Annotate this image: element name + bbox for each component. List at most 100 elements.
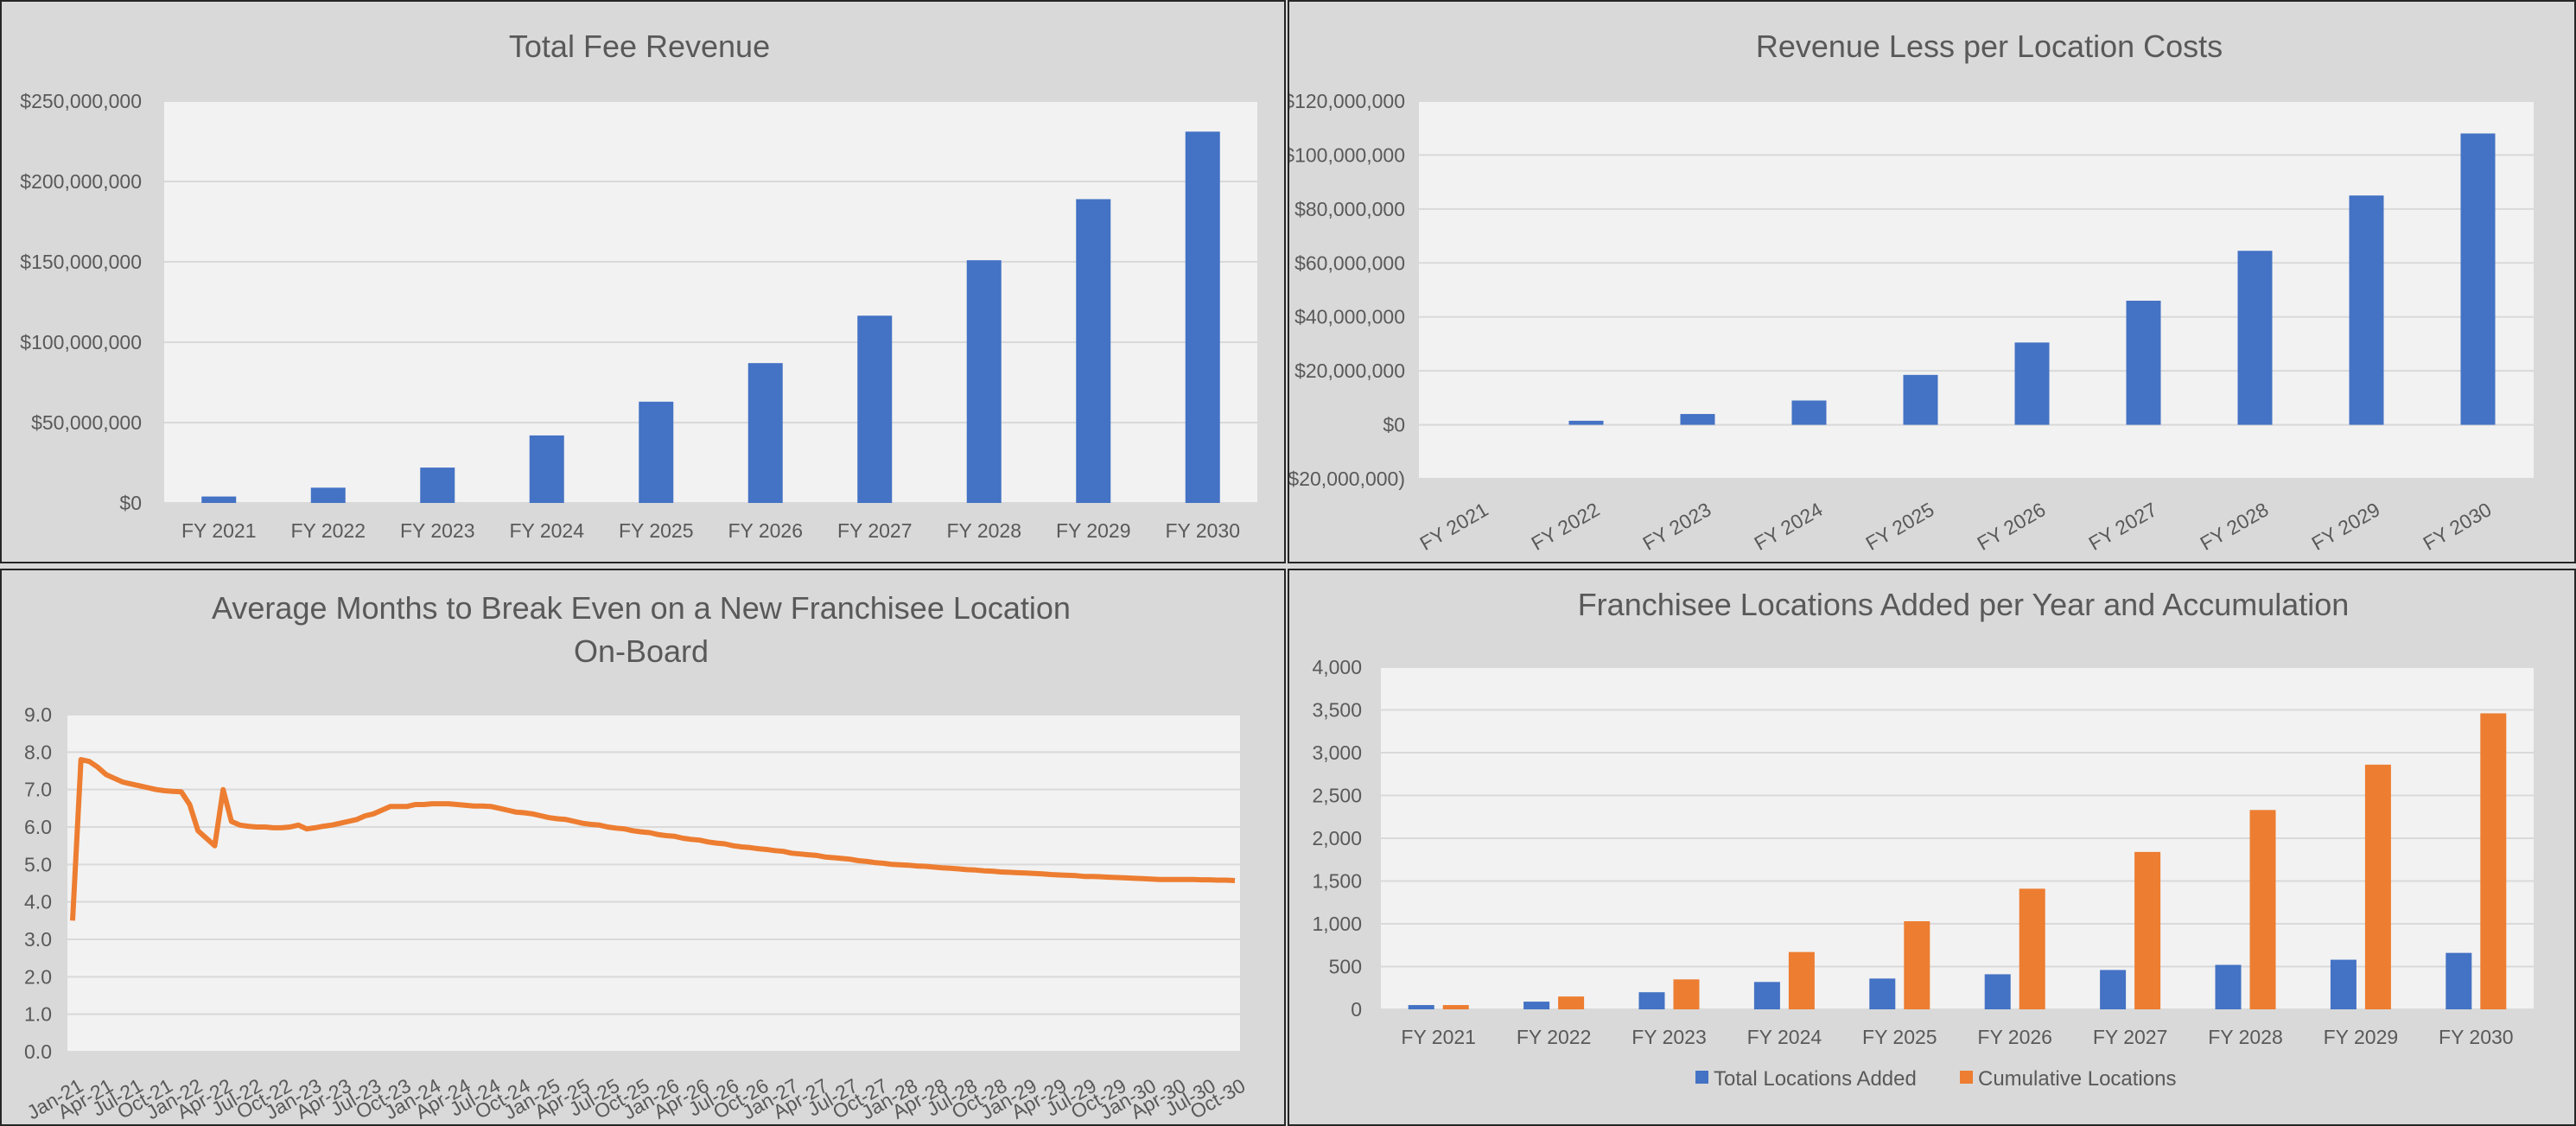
x-tick-label: FY 2028 <box>2197 498 2273 555</box>
bar <box>2215 964 2242 1009</box>
bar <box>2349 195 2384 425</box>
bar <box>2364 764 2391 1009</box>
x-tick-label: FY 2022 <box>1528 498 1604 555</box>
y-tick-label: 2,500 <box>1312 785 1362 807</box>
legend-label: Total Locations Added <box>1714 1067 1917 1091</box>
x-tick-label: FY 2027 <box>2093 1026 2168 1048</box>
bar <box>639 401 674 503</box>
bar <box>1408 1005 1434 1009</box>
bar <box>1076 199 1111 503</box>
y-tick-label: $200,000,000 <box>20 170 142 193</box>
bar <box>1185 131 1220 503</box>
bar <box>1869 978 1896 1009</box>
line-series <box>70 757 1236 921</box>
y-tick-label: ($20,000,000) <box>1289 468 1405 490</box>
y-tick-label: $20,000,000 <box>1294 359 1405 382</box>
x-tick-label: FY 2023 <box>1631 1026 1707 1048</box>
y-tick-label: 6.0 <box>24 816 52 838</box>
y-tick-label: $80,000,000 <box>1294 198 1405 220</box>
x-tick-label: FY 2025 <box>619 519 694 542</box>
bar <box>2126 300 2161 425</box>
y-tick-label: 1,000 <box>1312 913 1362 935</box>
chart-total-fee-revenue: Total Fee Revenue $0 $50,000,000 $100,000,0… <box>20 29 1257 542</box>
y-tick-label: 3,500 <box>1312 699 1362 722</box>
bar <box>2014 342 2050 425</box>
y-tick-label: 3,000 <box>1312 741 1362 764</box>
x-tick-label: FY 2025 <box>1862 498 1938 555</box>
y-tick-label: 7.0 <box>24 779 52 801</box>
y-tick-label: 9.0 <box>24 703 52 726</box>
x-tick-label: FY 2028 <box>946 519 1021 542</box>
y-tick-label: 4,000 <box>1312 656 1362 678</box>
bar <box>1523 1002 1550 1009</box>
x-tick-label: FY 2029 <box>1056 519 1131 542</box>
x-tick-label: FY 2026 <box>1977 1026 2052 1048</box>
legend-swatch <box>1960 1071 1973 1084</box>
x-tick-label: FY 2021 <box>1401 1026 1476 1048</box>
chart-panel-total-fee-revenue: Total Fee Revenue $0 $50,000,000 $100,000,0… <box>0 0 1286 563</box>
chart-title: On-Board <box>574 633 709 669</box>
y-tick-label: $120,000,000 <box>1289 90 1405 112</box>
x-tick-label: FY 2028 <box>2208 1026 2283 1048</box>
bar <box>747 363 783 503</box>
chart-title: Total Fee Revenue <box>509 29 770 64</box>
x-tick-label: FY 2024 <box>1751 498 1827 555</box>
y-tick-label: 8.0 <box>24 741 52 763</box>
bar <box>1904 921 1930 1009</box>
y-tick-label: 4.0 <box>24 891 52 913</box>
chart-break-even-months: Average Months to Break Even on a New Fr… <box>23 590 1250 1123</box>
x-tick-label: FY 2027 <box>2085 498 2161 555</box>
y-tick-label: $60,000,000 <box>1294 251 1405 274</box>
y-tick-label: $100,000,000 <box>1289 143 1405 166</box>
y-tick-label: $250,000,000 <box>20 90 142 112</box>
bar <box>2460 133 2496 425</box>
bar <box>1673 979 1700 1009</box>
bar <box>1442 1005 1469 1009</box>
chart-title: Average Months to Break Even on a New Fr… <box>212 590 1071 626</box>
x-tick-label: FY 2021 <box>1416 498 1492 555</box>
x-tick-label: FY 2027 <box>837 519 913 542</box>
bar <box>857 315 893 503</box>
y-tick-label: 500 <box>1329 956 1362 978</box>
bar <box>529 435 564 503</box>
chart-title: Franchisee Locations Added per Year and … <box>1578 587 2350 622</box>
bar <box>1568 420 1604 425</box>
bar <box>420 468 455 503</box>
x-tick-label: FY 2030 <box>2420 498 2496 555</box>
bar <box>2100 970 2127 1009</box>
x-tick-label: FY 2022 <box>290 519 366 542</box>
bar <box>1638 992 1665 1009</box>
x-tick-label: FY 2021 <box>181 519 257 542</box>
x-tick-label: FY 2025 <box>1862 1026 1937 1048</box>
x-tick-label: FY 2023 <box>400 519 475 542</box>
x-tick-label: FY 2029 <box>2308 498 2384 555</box>
x-tick-label: FY 2023 <box>1639 498 1715 555</box>
y-tick-label: 1,500 <box>1312 870 1362 893</box>
chart-franchisee-locations: Franchisee Locations Added per Year and … <box>1312 587 2534 1091</box>
chart-panel-break-even: Average Months to Break Even on a New Fr… <box>0 569 1286 1126</box>
bar <box>2019 888 2045 1009</box>
bar <box>2480 713 2507 1009</box>
x-tick-label: FY 2024 <box>1747 1026 1822 1048</box>
bar <box>1788 951 1815 1009</box>
bar <box>2446 952 2472 1009</box>
x-tick-label: FY 2026 <box>728 519 803 542</box>
x-tick-label: FY 2029 <box>2324 1026 2399 1048</box>
y-tick-label: $0 <box>1383 414 1405 436</box>
bar <box>1791 400 1827 425</box>
plot-area <box>67 715 1240 1052</box>
bar <box>1558 996 1585 1009</box>
bar <box>310 487 346 503</box>
plot-area <box>164 101 1257 503</box>
chart-title: Revenue Less per Location Costs <box>1756 29 2223 64</box>
bar <box>1984 974 2011 1009</box>
y-tick-label: $50,000,000 <box>31 411 142 434</box>
x-tick-label: FY 2026 <box>1974 498 2050 555</box>
bar <box>201 496 237 503</box>
y-tick-label: 3.0 <box>24 928 52 951</box>
y-tick-label: $150,000,000 <box>20 251 142 273</box>
bar <box>2237 251 2273 425</box>
x-tick-label: FY 2022 <box>1517 1026 1592 1048</box>
y-tick-label: $100,000,000 <box>20 331 142 353</box>
y-tick-label: $40,000,000 <box>1294 306 1405 328</box>
